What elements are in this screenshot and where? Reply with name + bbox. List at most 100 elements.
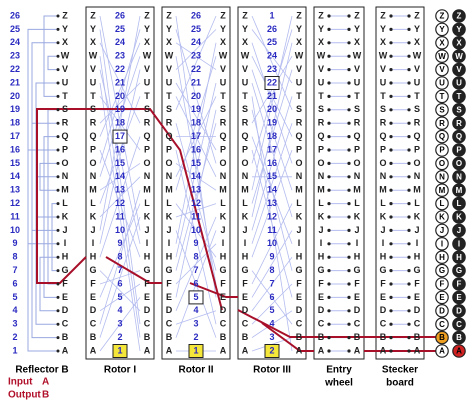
reflector-letter: W xyxy=(61,51,70,61)
contact xyxy=(56,282,60,286)
rotor-letter: J xyxy=(220,225,225,235)
rotor-letter: T xyxy=(144,91,150,101)
reflector-wire xyxy=(51,203,58,272)
rotor-letter: P xyxy=(242,144,248,154)
entry-label: Entry xyxy=(326,365,352,376)
rotor-letter: S xyxy=(90,104,96,114)
rotor-letter: D xyxy=(296,305,303,315)
letter: Y xyxy=(414,24,420,34)
reflector-number: 20 xyxy=(10,91,20,101)
contact xyxy=(327,68,331,72)
rotor-letter: S xyxy=(166,104,172,114)
contact xyxy=(407,161,411,165)
reflector-letter: G xyxy=(61,265,68,275)
contact xyxy=(389,161,393,165)
rotor-letter: W xyxy=(143,51,152,61)
rotor-letter: Z xyxy=(242,10,248,20)
letter: U xyxy=(318,77,325,87)
contact xyxy=(56,27,60,31)
rotor-letter: T xyxy=(166,91,172,101)
rotor-wire xyxy=(175,230,217,338)
contact xyxy=(56,269,60,273)
rotor-letter: V xyxy=(166,64,172,74)
ring-setting xyxy=(188,344,204,358)
reflector-number: 3 xyxy=(12,319,17,329)
rotor-number: 26 xyxy=(267,24,277,34)
contact xyxy=(56,54,60,58)
reflector-number: 4 xyxy=(12,305,17,315)
reflector-wire xyxy=(35,176,58,218)
reflector-number: 1 xyxy=(12,345,17,355)
rotor-letter: A xyxy=(90,345,97,355)
reflector-wire xyxy=(47,109,58,285)
letter: Z xyxy=(414,10,420,20)
contact xyxy=(389,188,393,192)
contact xyxy=(56,81,60,85)
letter: A xyxy=(380,345,387,355)
rotor-wire xyxy=(251,96,293,231)
rotor-number: 8 xyxy=(269,265,274,275)
rotor-number: 10 xyxy=(267,238,277,248)
contact xyxy=(347,188,351,192)
rotor-letter: G xyxy=(295,265,302,275)
rotor-number: 18 xyxy=(267,131,277,141)
contact xyxy=(347,269,351,273)
contact xyxy=(347,121,351,125)
rotor-letter: Z xyxy=(220,10,226,20)
rotor-number: 20 xyxy=(267,104,277,114)
rotor-letter: V xyxy=(144,64,150,74)
rotor-letter: V xyxy=(220,64,226,74)
lamp xyxy=(435,76,449,90)
letter: H xyxy=(414,252,421,262)
key-letter: V xyxy=(456,65,462,74)
contact xyxy=(407,54,411,58)
rotor-wire xyxy=(99,82,141,352)
rotor-number: 1 xyxy=(269,10,274,20)
rotor-wire xyxy=(99,56,141,177)
contact xyxy=(327,349,331,353)
rotor-wire xyxy=(251,29,293,84)
rotor-letter: U xyxy=(144,77,151,87)
contact xyxy=(407,322,411,326)
path-segment xyxy=(237,309,440,338)
letter: W xyxy=(317,51,326,61)
rotor-letter: D xyxy=(90,305,97,315)
lamp-letter: X xyxy=(439,38,445,47)
contact xyxy=(347,14,351,18)
rotor-number: 18 xyxy=(115,118,125,128)
letter: V xyxy=(354,64,360,74)
contact xyxy=(407,68,411,72)
contact xyxy=(56,336,60,340)
reflector-number: 25 xyxy=(10,24,20,34)
rotor-letter: Y xyxy=(220,24,226,34)
lamp-letter: H xyxy=(439,253,445,262)
letter: A xyxy=(354,345,361,355)
rotor-letter: C xyxy=(242,319,249,329)
rotor-letter: U xyxy=(220,77,227,87)
rotor-letter: W xyxy=(241,51,250,61)
rotor-letter: Y xyxy=(296,24,302,34)
letter: O xyxy=(317,158,324,168)
rotor-letter: Y xyxy=(144,24,150,34)
contact xyxy=(56,108,60,112)
contact xyxy=(56,68,60,72)
rotor-letter: B xyxy=(220,332,227,342)
rotor-letter: G xyxy=(165,265,172,275)
rotor-number: 17 xyxy=(191,131,201,141)
rotor-letter: N xyxy=(242,171,249,181)
letter: F xyxy=(414,278,420,288)
letter: Q xyxy=(353,131,360,141)
contact xyxy=(327,309,331,313)
key xyxy=(452,129,466,144)
rotor-letter: C xyxy=(296,319,303,329)
reflector-number: 18 xyxy=(10,118,20,128)
key xyxy=(452,156,466,171)
rotor-letter: P xyxy=(296,144,302,154)
contact xyxy=(56,202,60,206)
rotor-letter: W xyxy=(165,51,174,61)
lamp-letter: C xyxy=(439,320,445,329)
letter: F xyxy=(318,278,324,288)
lamp-letter: Z xyxy=(440,12,445,21)
rotor-letter: S xyxy=(220,104,226,114)
letter: V xyxy=(318,64,324,74)
